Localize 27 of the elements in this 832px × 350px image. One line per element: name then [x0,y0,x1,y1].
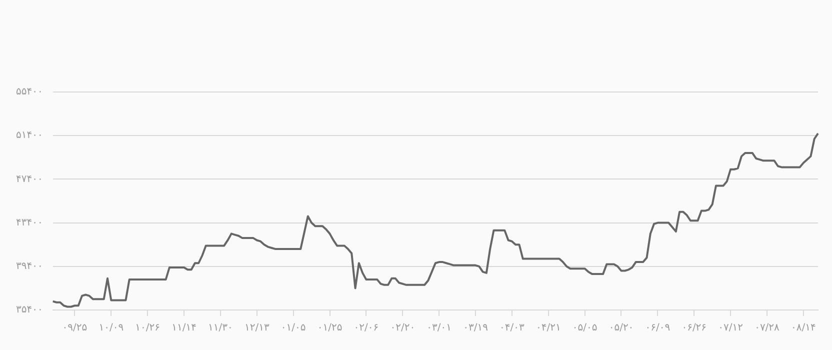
y-tick-label: ۳۵۴۰۰ [16,304,43,316]
x-tick-label: ۰۷/۱۲ [718,322,743,334]
x-tick-label: ۰۸/۱۴ [790,322,816,334]
x-tick-label: ۰۶/۰۹ [645,322,670,334]
x-tick-label: ۰۵/۰۵ [572,322,598,334]
y-tick-label: ۴۳۴۰۰ [16,217,43,228]
y-tick-label: ۳۹۴۰۰ [16,260,43,272]
x-tick-label: ۰۵/۲۰ [608,322,634,334]
x-tick-label: ۰۹/۲۵ [62,322,88,334]
x-tick-label: ۱۱/۱۴ [172,322,196,334]
x-tick-label: ۰۴/۲۱ [536,322,561,334]
x-tick-label: ۱۲/۱۳ [244,322,270,334]
x-tick-label: ۰۲/۲۰ [390,322,416,334]
x-tick-label: ۰۴/۰۳ [500,322,525,334]
x-tick-label: ۰۶/۲۶ [682,322,707,334]
x-tick-label: ۰۲/۰۶ [354,322,379,334]
x-tick-label: ۰۳/۰۱ [426,322,452,334]
x-tick-label: ۱۰/۲۶ [135,322,160,334]
x-tick-label: ۰۱/۰۵ [280,322,306,334]
x-tick-label: ۱۱/۳۰ [208,322,233,334]
x-tick-label: ۰۷/۲۸ [754,322,780,334]
x-tick-label: ۰۳/۱۹ [463,322,488,334]
y-tick-label: ۴۷۴۰۰ [16,174,43,185]
y-tick-label: ۵۱۴۰۰ [16,130,43,142]
x-tick-label: ۱۰/۰۹ [98,322,124,334]
y-tick-label: ۵۵۴۰۰ [16,86,43,98]
x-tick-label: ۰۱/۲۵ [317,322,342,334]
